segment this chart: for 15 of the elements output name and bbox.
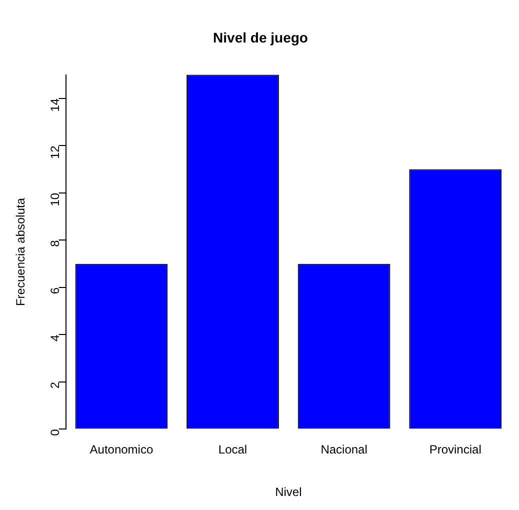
y-tick-label: 10 [48, 192, 62, 206]
y-tick-label: 2 [48, 382, 62, 389]
x-axis-title: Nivel [275, 485, 302, 500]
x-tick-label: Autonomico [90, 442, 154, 457]
y-tick-label: 12 [48, 145, 62, 160]
y-tick-label: 0 [48, 428, 62, 436]
x-tick-label: Local [218, 442, 248, 457]
x-tick-label: Provincial [429, 442, 482, 457]
y-tick-label: 4 [48, 334, 62, 342]
x-tick-label: Nacional [320, 442, 368, 457]
y-tick-label: 8 [48, 240, 62, 247]
y-tick-label: 6 [48, 287, 62, 294]
chart-title: Nivel de juego [213, 29, 308, 46]
y-axis-title: Frecuencia absoluta [14, 198, 28, 306]
y-tick-label: 14 [48, 98, 62, 112]
